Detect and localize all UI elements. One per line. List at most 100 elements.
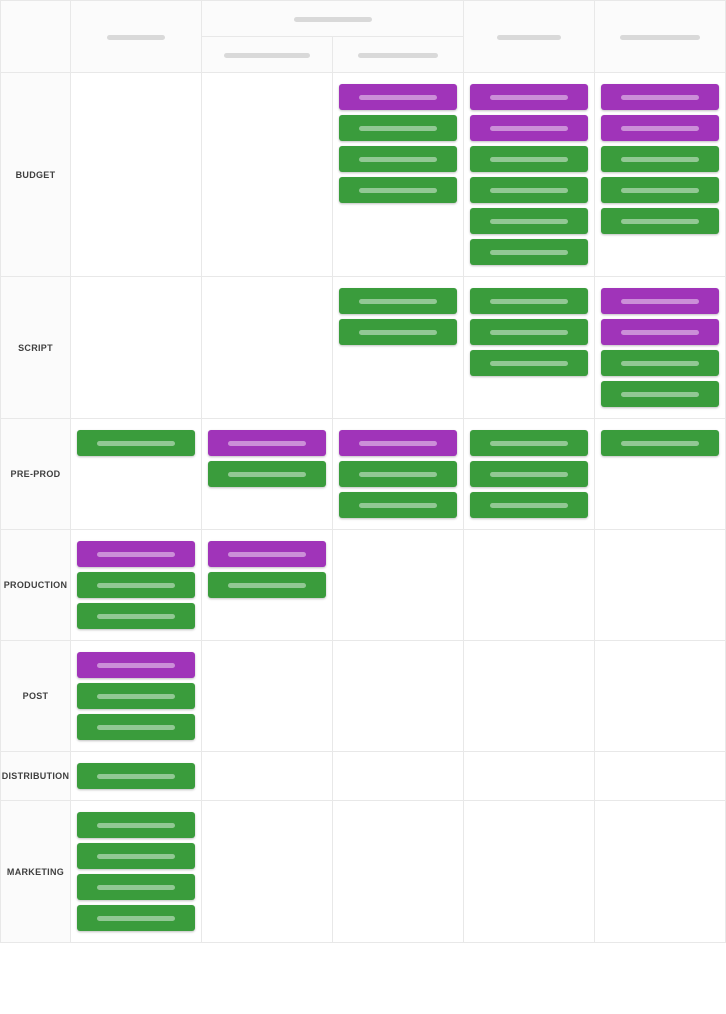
task-pill[interactable] bbox=[77, 603, 195, 629]
task-pill[interactable] bbox=[339, 492, 457, 518]
task-pill[interactable] bbox=[470, 115, 588, 141]
task-pill[interactable] bbox=[77, 541, 195, 567]
task-pill[interactable] bbox=[77, 874, 195, 900]
header-col-2-3-merged bbox=[202, 1, 464, 37]
row-label: PRODUCTION bbox=[1, 530, 71, 641]
task-pill[interactable] bbox=[601, 319, 719, 345]
task-pill[interactable] bbox=[339, 146, 457, 172]
grid-cell bbox=[595, 419, 726, 530]
header-col-1 bbox=[71, 1, 202, 73]
grid-cell bbox=[71, 530, 202, 641]
task-pill[interactable] bbox=[339, 430, 457, 456]
task-pill[interactable] bbox=[601, 208, 719, 234]
table-row: PRE-PROD bbox=[1, 419, 726, 530]
task-pill[interactable] bbox=[470, 177, 588, 203]
pill-placeholder bbox=[490, 503, 568, 508]
grid-cell bbox=[333, 752, 464, 801]
table-row: BUDGET bbox=[1, 73, 726, 277]
task-pill[interactable] bbox=[470, 288, 588, 314]
task-pill[interactable] bbox=[601, 430, 719, 456]
pill-placeholder bbox=[97, 614, 175, 619]
grid-cell bbox=[464, 801, 595, 943]
grid-cell bbox=[202, 73, 333, 277]
row-label: POST bbox=[1, 641, 71, 752]
task-pill[interactable] bbox=[470, 492, 588, 518]
grid-cell bbox=[202, 752, 333, 801]
header-placeholder bbox=[224, 53, 310, 58]
table-row: PRODUCTION bbox=[1, 530, 726, 641]
task-pill[interactable] bbox=[601, 146, 719, 172]
grid-cell bbox=[464, 530, 595, 641]
task-pill[interactable] bbox=[601, 84, 719, 110]
grid-cell bbox=[71, 73, 202, 277]
task-pill[interactable] bbox=[601, 288, 719, 314]
task-pill[interactable] bbox=[339, 288, 457, 314]
pill-placeholder bbox=[97, 823, 175, 828]
task-pill[interactable] bbox=[77, 683, 195, 709]
header-col-3-sub bbox=[333, 37, 464, 73]
pill-placeholder bbox=[97, 583, 175, 588]
task-pill[interactable] bbox=[470, 84, 588, 110]
grid-cell bbox=[333, 277, 464, 419]
task-pill[interactable] bbox=[77, 652, 195, 678]
grid-cell bbox=[595, 530, 726, 641]
pill-placeholder bbox=[359, 441, 437, 446]
row-label: MARKETING bbox=[1, 801, 71, 943]
pill-placeholder bbox=[97, 663, 175, 668]
pill-placeholder bbox=[490, 126, 568, 131]
task-pill[interactable] bbox=[470, 319, 588, 345]
task-pill[interactable] bbox=[77, 843, 195, 869]
grid-cell bbox=[464, 277, 595, 419]
task-pill[interactable] bbox=[208, 572, 326, 598]
pill-placeholder bbox=[490, 188, 568, 193]
task-pill[interactable] bbox=[208, 461, 326, 487]
pill-placeholder bbox=[621, 299, 699, 304]
task-pill[interactable] bbox=[601, 115, 719, 141]
pill-placeholder bbox=[97, 774, 175, 779]
task-pill[interactable] bbox=[77, 763, 195, 789]
header-placeholder bbox=[620, 35, 700, 40]
header-placeholder bbox=[107, 35, 165, 40]
task-pill[interactable] bbox=[601, 381, 719, 407]
grid-cell bbox=[202, 530, 333, 641]
task-pill[interactable] bbox=[601, 350, 719, 376]
header-placeholder bbox=[294, 17, 372, 22]
task-pill[interactable] bbox=[77, 572, 195, 598]
task-pill[interactable] bbox=[77, 905, 195, 931]
grid-cell bbox=[595, 801, 726, 943]
grid-cell bbox=[464, 752, 595, 801]
pill-placeholder bbox=[621, 392, 699, 397]
task-pill[interactable] bbox=[208, 541, 326, 567]
grid-cell bbox=[595, 641, 726, 752]
task-pill[interactable] bbox=[470, 350, 588, 376]
task-pill[interactable] bbox=[339, 177, 457, 203]
pill-placeholder bbox=[621, 330, 699, 335]
task-pill[interactable] bbox=[339, 84, 457, 110]
grid-cell bbox=[595, 277, 726, 419]
task-pill[interactable] bbox=[470, 430, 588, 456]
grid-cell bbox=[333, 419, 464, 530]
task-pill[interactable] bbox=[470, 208, 588, 234]
pill-placeholder bbox=[359, 126, 437, 131]
task-pill[interactable] bbox=[601, 177, 719, 203]
task-pill[interactable] bbox=[208, 430, 326, 456]
task-pill[interactable] bbox=[339, 115, 457, 141]
pill-placeholder bbox=[621, 126, 699, 131]
task-pill[interactable] bbox=[470, 461, 588, 487]
grid-cell bbox=[333, 73, 464, 277]
task-pill[interactable] bbox=[470, 239, 588, 265]
task-pill[interactable] bbox=[77, 430, 195, 456]
table-row: DISTRIBUTION bbox=[1, 752, 726, 801]
row-label: BUDGET bbox=[1, 73, 71, 277]
task-pill[interactable] bbox=[339, 319, 457, 345]
header-col-5 bbox=[595, 1, 726, 73]
task-pill[interactable] bbox=[77, 812, 195, 838]
grid-cell bbox=[595, 752, 726, 801]
task-pill[interactable] bbox=[470, 146, 588, 172]
header-placeholder bbox=[497, 35, 561, 40]
header-col-4 bbox=[464, 1, 595, 73]
grid-cell bbox=[71, 801, 202, 943]
pill-placeholder bbox=[359, 503, 437, 508]
task-pill[interactable] bbox=[77, 714, 195, 740]
task-pill[interactable] bbox=[339, 461, 457, 487]
